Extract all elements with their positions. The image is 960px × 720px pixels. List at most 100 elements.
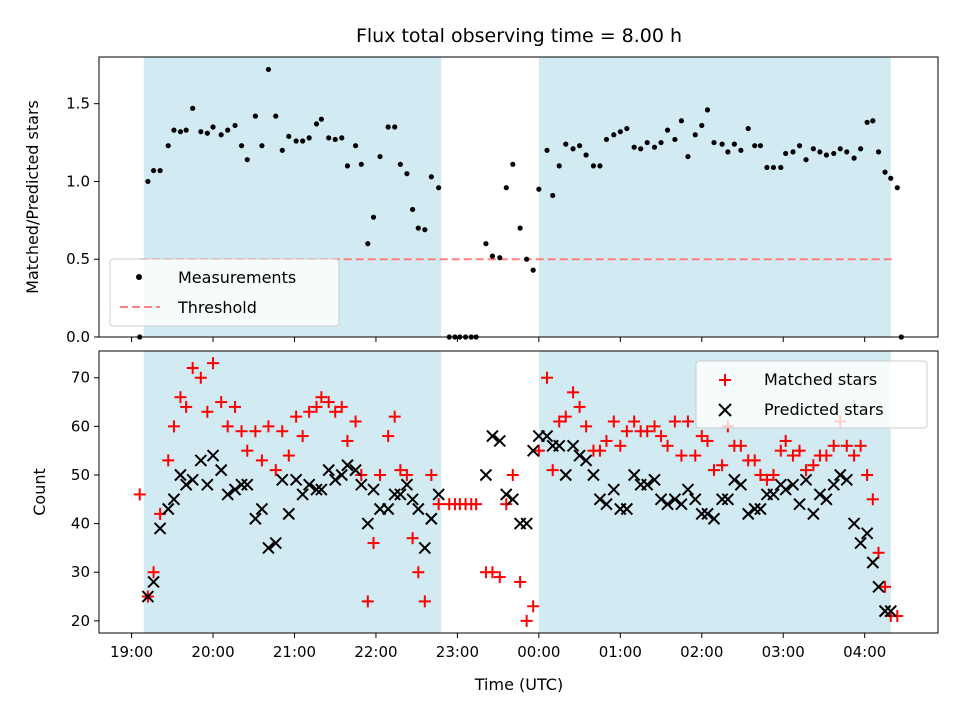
matched-point-111	[872, 546, 885, 559]
matched-point-57	[514, 575, 527, 588]
predicted-point-49	[506, 493, 520, 506]
matched-point-39	[394, 464, 407, 477]
predicted-point-105	[878, 604, 892, 618]
matched-point-106	[840, 439, 853, 452]
measurement-point-27	[318, 116, 324, 122]
measurement-point-99	[796, 143, 803, 149]
matched-point-2	[147, 566, 160, 579]
measurement-point-79	[664, 127, 671, 133]
matched-point-13	[221, 420, 234, 433]
matched-point-80	[668, 415, 681, 428]
matched-point-70	[600, 434, 613, 447]
matched-point-87	[716, 459, 729, 472]
measurement-point-11	[210, 124, 216, 130]
predicted-point-7	[186, 473, 199, 487]
matched-point-108	[854, 439, 867, 452]
matched-point-109	[861, 468, 874, 481]
predicted-point-85	[748, 502, 761, 516]
matched-point-4	[162, 454, 175, 467]
predicted-point-40	[406, 493, 419, 506]
measurement-point-65	[570, 146, 576, 152]
measurement-point-53	[489, 253, 496, 259]
predicted-point-9	[201, 478, 214, 491]
bottom-y-axis: 20 30 40 50 60 70	[71, 369, 99, 630]
matched-point-63	[553, 415, 566, 428]
predicted-point-60	[579, 454, 593, 467]
bottom-x-tick-label-6: 01:00	[599, 643, 642, 661]
measurement-point-19	[265, 66, 272, 73]
matched-point-64	[559, 410, 572, 423]
predicted-point-73	[668, 493, 682, 506]
matched-point-62	[546, 464, 559, 477]
predicted-point-23	[296, 488, 309, 501]
bottom-x-tick-label-2: 21:00	[273, 643, 316, 661]
measurement-point-67	[583, 152, 589, 158]
measurement-point-5	[171, 127, 177, 133]
predicted-point-76	[689, 493, 702, 506]
measurement-point-7	[183, 127, 189, 133]
measurement-point-26	[313, 121, 320, 127]
measurement-point-92	[752, 143, 758, 149]
bottom-y-tick-label-1: 30	[71, 563, 90, 581]
predicted-point-90	[779, 483, 792, 496]
predicted-point-63	[600, 497, 613, 511]
matched-point-81	[675, 449, 688, 462]
measurement-point-10	[204, 130, 210, 136]
predicted-point-36	[381, 502, 395, 516]
matched-point-100	[800, 464, 813, 477]
matched-point-30	[335, 400, 348, 413]
measurement-point-59	[530, 267, 536, 273]
measurement-point-86	[711, 139, 717, 146]
matched-point-6	[174, 391, 187, 404]
measurement-point-4	[165, 143, 171, 149]
predicted-point-103	[866, 556, 880, 569]
predicted-point-52	[526, 444, 540, 457]
bottom-y-tick-label-4: 60	[71, 417, 90, 435]
top-measurement-points	[137, 66, 904, 340]
matched-point-32	[349, 415, 362, 428]
predicted-point-31	[349, 463, 362, 477]
measurement-point-102	[817, 149, 823, 155]
predicted-point-45	[479, 468, 493, 482]
predicted-point-78	[701, 507, 714, 521]
measurement-point-24	[300, 138, 306, 144]
measurement-point-84	[699, 122, 705, 129]
predicted-point-64	[607, 483, 621, 496]
measurement-point-32	[352, 143, 359, 149]
matched-point-53	[486, 566, 499, 579]
matched-point-20	[269, 464, 282, 477]
measurement-point-41	[410, 206, 416, 213]
bottom-y-tick-label-0: 20	[71, 612, 90, 630]
bottom-legend-box	[695, 360, 928, 429]
top-shaded-span-1	[538, 57, 891, 337]
predicted-point-17	[255, 502, 269, 516]
top-shaded-spans	[143, 57, 891, 337]
predicted-point-93	[799, 473, 813, 487]
measurement-point-93	[757, 143, 764, 149]
predicted-point-2	[153, 522, 167, 535]
measurement-point-66	[576, 143, 583, 149]
measurement-point-105	[837, 146, 843, 152]
bottom-x-tick-label-0: 19:00	[110, 643, 153, 661]
measurement-point-20	[273, 113, 279, 119]
matched-point-77	[648, 420, 661, 433]
predicted-point-79	[707, 512, 721, 525]
measurement-point-35	[370, 214, 377, 220]
measurement-point-111	[875, 149, 882, 155]
top-panel: 0.0 0.5 1.0 1.5 Matched/Predicted stars Mea…	[23, 56, 939, 346]
matched-point-85	[701, 434, 714, 447]
predicted-point-38	[394, 488, 407, 501]
matched-point-43	[418, 595, 431, 608]
measurement-point-60	[536, 186, 542, 192]
matched-point-78	[655, 430, 668, 443]
matched-point-65	[567, 386, 580, 399]
measurement-point-69	[597, 163, 603, 169]
top-y-tick-label-2: 1.0	[66, 172, 90, 190]
measurement-point-13	[225, 127, 231, 133]
matched-point-19	[262, 420, 275, 433]
predicted-point-22	[289, 473, 303, 487]
matched-point-114	[891, 609, 904, 622]
predicted-point-19	[269, 536, 282, 550]
matched-point-101	[807, 459, 820, 472]
